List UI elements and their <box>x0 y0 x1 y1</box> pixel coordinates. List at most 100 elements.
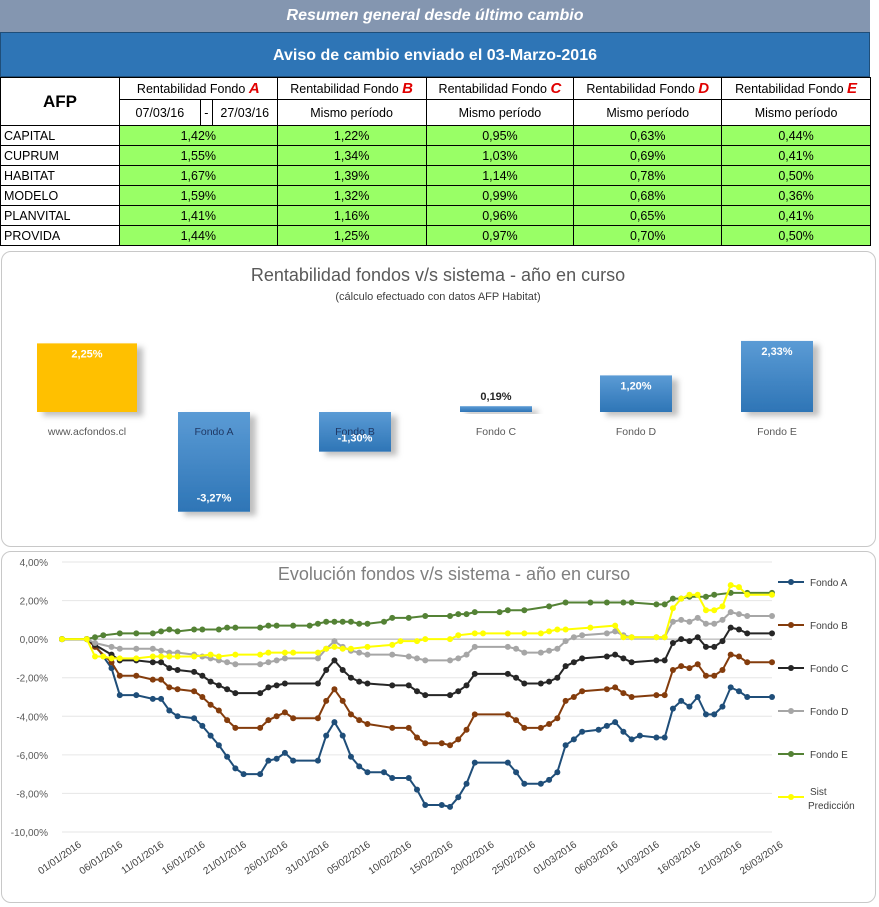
series-point <box>521 724 528 731</box>
series-point <box>207 678 214 685</box>
bar-value-label: 2,33% <box>761 346 792 358</box>
series-point <box>620 728 627 735</box>
afp-name-cell: CAPITAL <box>0 125 120 146</box>
series-point <box>463 682 470 689</box>
series-point <box>702 620 709 627</box>
series-point <box>149 645 156 652</box>
series-point <box>653 692 660 699</box>
bar-2 <box>319 412 391 452</box>
series-point <box>158 676 165 683</box>
series-point <box>471 670 478 677</box>
series-point <box>587 599 594 606</box>
same-period-label: Mismo período <box>276 99 427 126</box>
series-point <box>356 649 363 656</box>
series-point <box>364 769 371 776</box>
bar-category-label: Fondo B <box>335 426 375 438</box>
series-point <box>719 703 726 710</box>
series-point <box>661 734 668 741</box>
x-tick-label: 10/02/2016 <box>367 839 415 877</box>
date-from: 07/03/16 <box>118 99 201 126</box>
series-point <box>546 678 553 685</box>
series-point <box>463 651 470 658</box>
series-point <box>620 690 627 697</box>
series-point <box>455 794 462 801</box>
series-point <box>727 582 734 589</box>
series-point <box>414 688 420 695</box>
series-point <box>513 674 520 681</box>
series-point <box>149 659 156 666</box>
x-tick-label: 11/03/2016 <box>615 839 662 877</box>
series-point <box>356 678 363 685</box>
series-point <box>405 775 412 781</box>
series-point <box>603 653 610 660</box>
series-point <box>281 655 288 662</box>
series-point <box>347 711 354 718</box>
series-point <box>711 711 718 718</box>
series-point <box>257 651 264 658</box>
series-point <box>554 674 561 681</box>
series-point <box>232 765 239 772</box>
series-point <box>719 638 726 645</box>
table-row: HABITAT 1,67% 1,39% 1,14% 0,78% 0,50% <box>0 165 871 186</box>
returns-table: AFP Rentabilidad Fondo A Rentabilidad Fo… <box>0 77 871 246</box>
series-point <box>380 769 387 776</box>
series-point <box>100 653 107 660</box>
series-point <box>579 728 586 735</box>
series-point <box>116 630 123 637</box>
series-point <box>727 684 734 691</box>
series-point <box>694 694 701 700</box>
series-point <box>414 638 420 645</box>
bar-chart-title: Rentabilidad fondos v/s sistema - año en… <box>251 265 625 285</box>
afp-name-cell: CUPRUM <box>0 145 120 166</box>
return-value-cell: 0,65% <box>573 205 723 226</box>
series-point <box>323 645 330 652</box>
series-point <box>562 697 569 704</box>
series-point <box>149 630 156 637</box>
series-point <box>603 630 610 637</box>
series-point <box>570 659 577 666</box>
series-point <box>744 630 751 637</box>
legend-marker <box>788 794 794 800</box>
x-tick-label: 26/01/2016 <box>243 839 291 877</box>
series-point <box>215 653 222 660</box>
return-value-cell: 0,95% <box>425 125 575 146</box>
series-point <box>281 680 288 687</box>
series-point <box>257 661 264 668</box>
series-point <box>273 622 280 629</box>
series-point <box>521 780 528 787</box>
series-point <box>628 599 635 606</box>
series-point <box>636 732 643 739</box>
series-point <box>265 757 272 764</box>
series-point <box>653 734 660 741</box>
x-tick-label: 06/03/2016 <box>573 839 621 877</box>
series-point <box>166 707 173 714</box>
series-point <box>100 632 107 639</box>
series-point <box>546 721 553 727</box>
series-point <box>166 665 173 672</box>
series-point <box>447 692 454 699</box>
series-point <box>686 591 693 598</box>
bar-4 <box>600 375 672 412</box>
series-point <box>364 620 371 627</box>
series-point <box>735 653 742 660</box>
series-point <box>224 753 231 760</box>
series-point <box>735 688 742 695</box>
series-point <box>339 667 346 673</box>
y-tick-label: 2,00% <box>20 597 48 608</box>
bar-chart-subtitle: (cálculo efectuado con datos AFP Habitat… <box>335 291 540 303</box>
series-point <box>191 688 198 695</box>
series-point <box>232 661 239 668</box>
series-point <box>769 613 775 619</box>
series-point <box>422 740 429 747</box>
series-point <box>612 628 619 635</box>
series-point <box>191 653 198 660</box>
series-point <box>356 717 363 724</box>
series-point <box>422 692 429 699</box>
legend-label: Fondo E <box>810 750 848 761</box>
series-point <box>620 634 627 641</box>
afp-column-header: AFP <box>0 77 120 126</box>
series-point <box>595 726 602 733</box>
bar-value-label: -1,30% <box>338 433 373 445</box>
fund-c-header: Rentabilidad Fondo C <box>425 77 575 100</box>
return-value-cell: 1,39% <box>276 165 427 186</box>
